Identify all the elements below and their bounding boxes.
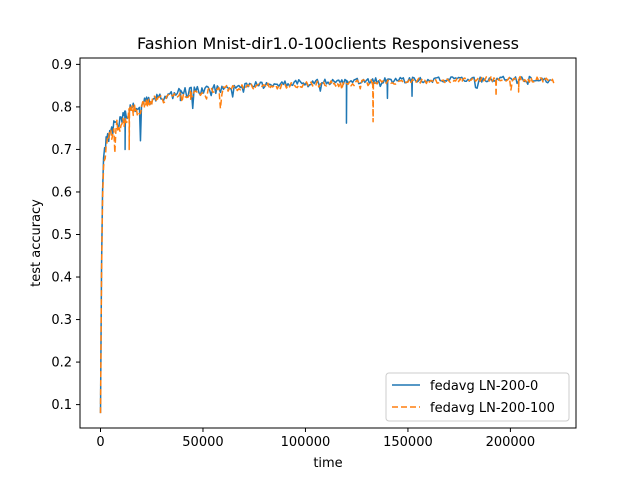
legend: fedavg LN-200-0 fedavg LN-200-100 xyxy=(385,372,570,422)
x-tick-label: 0 xyxy=(96,435,104,450)
y-tick-label: 0.2 xyxy=(51,356,72,371)
legend-box xyxy=(385,372,570,422)
y-tick-label: 0.1 xyxy=(51,398,72,413)
legend-label-series-1: fedavg LN-200-100 xyxy=(430,401,555,416)
y-tick-label: 0.5 xyxy=(51,228,72,243)
chart-title: Fashion Mnist-dir1.0-100clients Responsi… xyxy=(137,34,519,53)
plot-frame xyxy=(79,57,577,429)
x-axis: 0 50000 100000 150000 200000 xyxy=(96,428,535,450)
x-tick-label: 100000 xyxy=(281,435,331,450)
y-tick-label: 0.9 xyxy=(51,58,72,73)
y-tick-label: 0.8 xyxy=(51,100,72,115)
x-axis-label: time xyxy=(313,456,342,471)
plot-area xyxy=(80,58,576,428)
x-tick-label: 200000 xyxy=(486,435,536,450)
legend-label-series-0: fedavg LN-200-0 xyxy=(430,379,538,394)
x-tick-label: 50000 xyxy=(182,435,223,450)
series-layer xyxy=(99,75,556,414)
y-axis: 0.1 0.2 0.3 0.4 0.5 0.6 0.7 0.8 0.9 xyxy=(51,58,80,413)
y-axis-label: test accuracy xyxy=(29,199,44,287)
x-tick-label: 150000 xyxy=(383,435,433,450)
y-tick-label: 0.3 xyxy=(51,313,72,328)
series-line-1 xyxy=(99,75,556,414)
y-tick-label: 0.6 xyxy=(51,185,72,200)
y-tick-label: 0.7 xyxy=(51,143,72,158)
y-tick-label: 0.4 xyxy=(51,271,72,286)
